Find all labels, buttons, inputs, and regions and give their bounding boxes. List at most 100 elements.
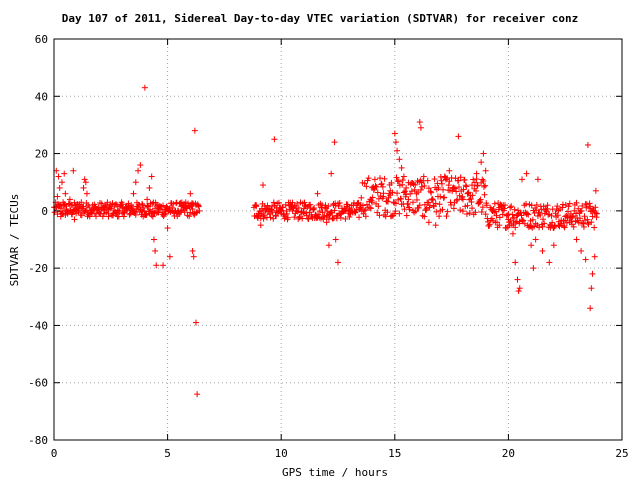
- band-point: [143, 211, 150, 218]
- band-point: [565, 203, 572, 210]
- data-point: [56, 184, 63, 191]
- band-point: [511, 206, 518, 213]
- data-point: [189, 247, 196, 254]
- band-point: [584, 216, 591, 223]
- band-point: [412, 208, 419, 215]
- band-point: [398, 195, 405, 202]
- data-point: [450, 184, 457, 191]
- data-point: [432, 222, 439, 229]
- band-point: [474, 182, 481, 189]
- x-axis-label: GPS time / hours: [282, 466, 388, 479]
- band-point: [428, 189, 435, 196]
- data-point: [512, 259, 519, 266]
- band-point: [448, 201, 455, 208]
- data-point: [380, 193, 387, 200]
- band-point: [501, 202, 508, 209]
- data-point: [573, 236, 580, 243]
- data-point: [169, 207, 176, 214]
- data-point: [469, 182, 476, 189]
- band-point: [576, 215, 583, 222]
- band-point: [548, 212, 555, 219]
- band-point: [468, 198, 475, 205]
- band-point: [420, 173, 427, 180]
- band-point: [457, 207, 464, 214]
- data-point: [594, 210, 601, 217]
- data-point: [130, 190, 137, 197]
- data-point: [144, 196, 151, 203]
- data-point: [266, 210, 273, 217]
- data-point: [82, 179, 89, 186]
- band-point: [584, 219, 591, 226]
- band-point: [386, 190, 393, 197]
- band-point: [99, 213, 106, 220]
- data-point: [57, 213, 64, 220]
- data-point: [150, 236, 157, 243]
- band-point: [404, 201, 411, 208]
- band-point: [473, 187, 480, 194]
- data-point: [550, 242, 557, 249]
- band-point: [472, 209, 479, 216]
- band-point: [301, 199, 308, 206]
- data-point: [392, 139, 399, 146]
- band-point: [383, 198, 390, 205]
- data-point: [396, 156, 403, 163]
- data-point: [128, 202, 135, 209]
- band-point: [476, 198, 483, 205]
- band-point: [463, 211, 470, 218]
- band-point: [512, 224, 519, 231]
- band-point: [453, 197, 460, 204]
- data-point: [591, 253, 598, 260]
- band-point: [384, 198, 391, 205]
- y-tick-label: -60: [28, 377, 48, 390]
- band-point: [295, 204, 302, 211]
- data-point: [62, 190, 69, 197]
- band-point: [459, 208, 466, 215]
- band-point: [86, 213, 93, 220]
- band-point: [569, 213, 576, 220]
- band-point: [578, 207, 585, 214]
- band-point: [566, 200, 573, 207]
- band-point: [480, 183, 487, 190]
- data-point: [391, 130, 398, 137]
- data-point: [152, 247, 159, 254]
- band-point: [429, 195, 436, 202]
- grid-lines: [54, 39, 622, 440]
- band-point: [520, 217, 527, 224]
- band-point: [442, 176, 449, 183]
- band-point: [140, 204, 147, 211]
- band-point: [145, 203, 152, 210]
- data-point: [83, 190, 90, 197]
- band-point: [554, 212, 561, 219]
- band-point: [273, 213, 280, 220]
- band-point: [561, 223, 568, 230]
- data-point: [146, 184, 153, 191]
- data-point: [257, 222, 264, 229]
- band-point: [471, 179, 478, 186]
- data-point: [255, 210, 262, 217]
- band-point: [581, 213, 588, 220]
- data-point: [332, 236, 339, 243]
- data-point: [582, 256, 589, 263]
- band-point: [388, 179, 395, 186]
- data-point: [509, 230, 516, 237]
- band-point: [187, 209, 194, 216]
- band-point: [392, 200, 399, 207]
- data-point: [166, 253, 173, 260]
- band-point: [411, 186, 418, 193]
- band-point: [483, 202, 490, 209]
- band-point: [98, 200, 105, 207]
- x-axis-ticks: 0 5 10 15 20 25: [51, 39, 629, 460]
- data-point: [61, 170, 68, 177]
- band-point: [493, 212, 500, 219]
- data-point: [546, 259, 553, 266]
- band-point: [554, 203, 561, 210]
- data-point: [178, 207, 185, 214]
- band-point: [496, 214, 503, 221]
- data-point: [75, 207, 82, 214]
- data-point: [312, 213, 319, 220]
- band-point: [417, 186, 424, 193]
- data-point: [534, 176, 541, 183]
- band-point: [544, 202, 551, 209]
- data-point: [137, 162, 144, 169]
- band-point: [403, 191, 410, 198]
